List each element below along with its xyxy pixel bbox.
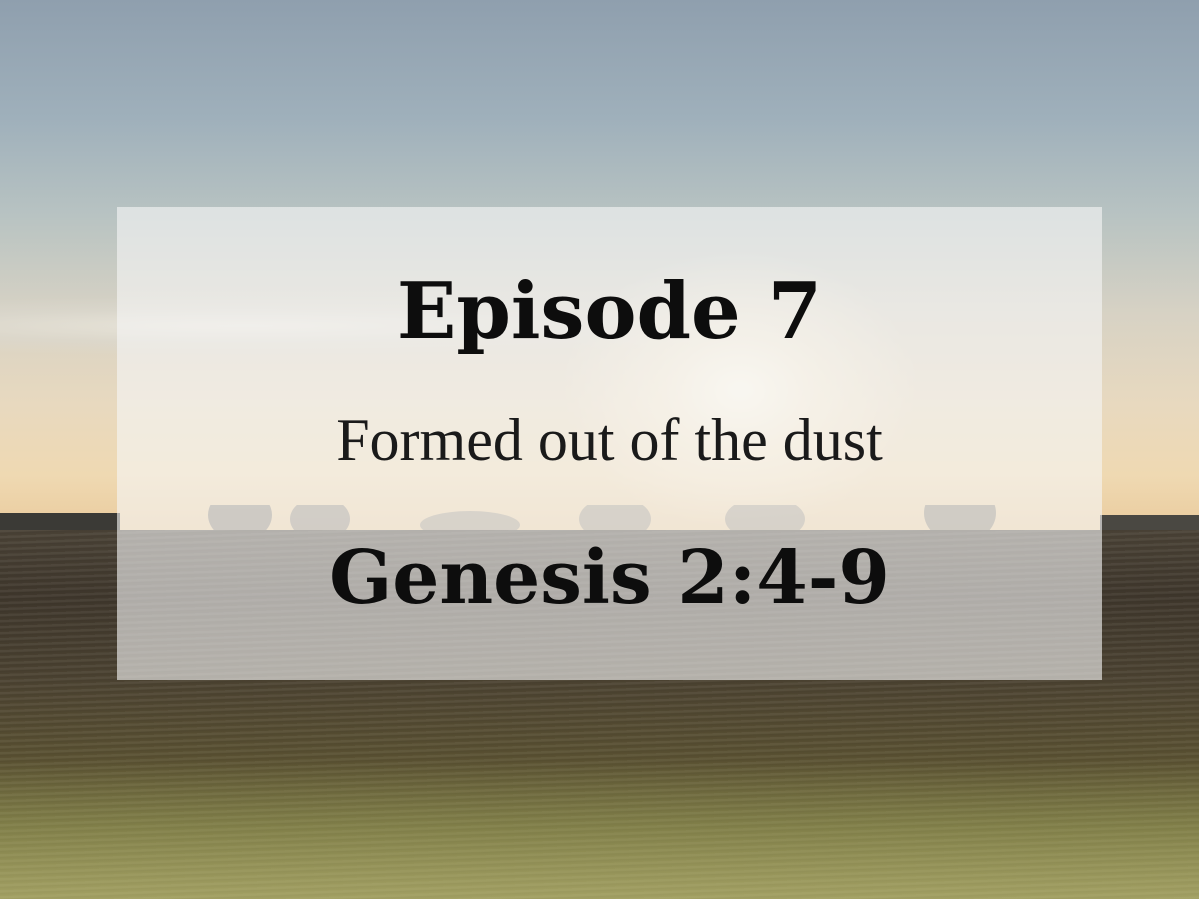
episode-title: Episode 7 [396,266,823,357]
grass-foreground [0,760,1199,899]
episode-subtitle: Formed out of the dust [336,407,883,473]
title-card [117,207,1102,680]
scripture-reference: Genesis 2:4-9 [329,535,890,621]
